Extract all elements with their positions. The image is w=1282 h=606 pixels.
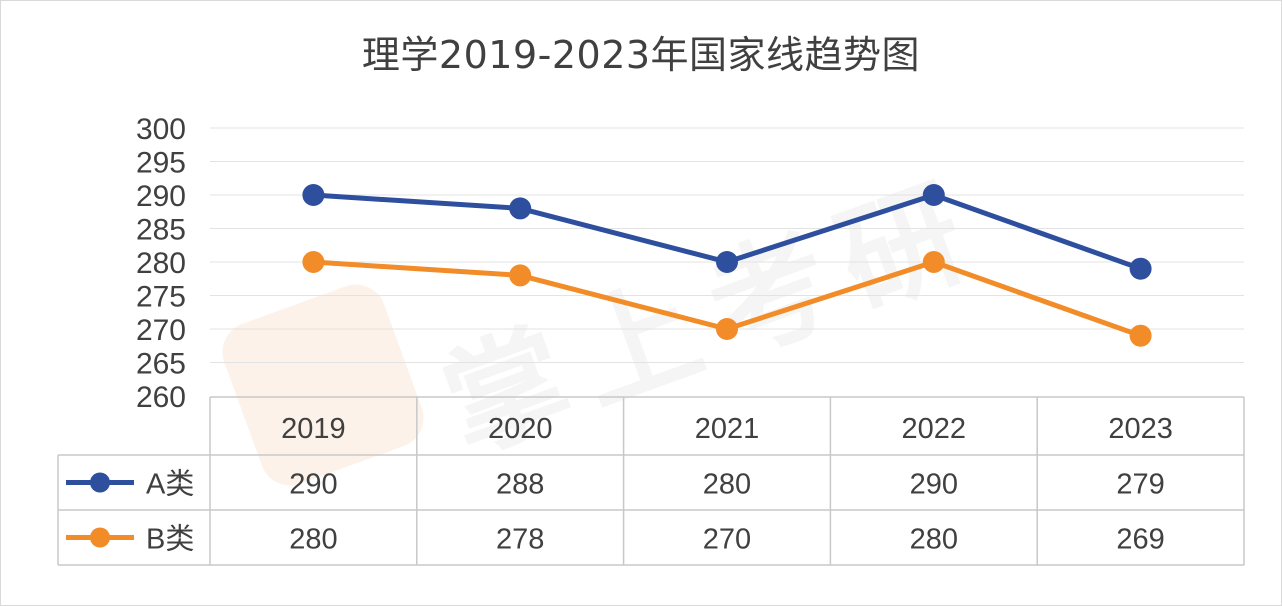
legend-label: A类 [146,468,194,501]
data-point [509,197,532,220]
data-table: 2019 2020 2021 2022 2023 A类 290 288 280 290 279 B类 2… [57,396,1245,566]
y-tick-label: 290 [136,180,186,213]
y-tick-label: 270 [136,314,186,347]
data-table-value: 280 [910,524,958,556]
legend-label: B类 [146,523,194,556]
data-table-value: 279 [1116,469,1164,501]
x-tick-label: 2019 [281,413,346,445]
data-table-value: 269 [1116,524,1164,556]
data-point [509,264,532,287]
chart-title: 理学2019-2023年国家线趋势图 [361,33,921,77]
data-table-value: 290 [910,469,958,501]
x-tick-label: 2020 [488,413,553,445]
data-table-value: 280 [703,469,751,501]
y-tick-label: 265 [136,348,186,381]
data-point [922,184,945,206]
y-tick-label: 275 [136,281,186,314]
data-table-value: 290 [289,469,337,501]
x-tick-label: 2021 [695,413,760,445]
x-tick-label: 2022 [902,413,967,445]
data-point [1129,324,1152,347]
y-tick-label: 280 [136,247,186,280]
series-lines [302,184,1152,347]
data-table-value: 288 [496,469,544,501]
data-point [716,251,738,273]
gridlines [210,127,1244,363]
data-point [302,184,325,206]
legend-marker [90,527,110,548]
y-tick-label: 295 [136,147,186,180]
y-tick-label: 260 [136,381,186,414]
legend-marker [90,472,110,493]
data-table-value: 280 [289,524,337,556]
y-tick-label: 285 [136,214,186,247]
data-point [302,251,325,273]
data-table-value: 270 [703,524,751,556]
data-table-value: 278 [496,524,544,556]
y-tick-label: 300 [136,113,186,146]
data-point [922,251,945,273]
data-point [716,318,738,340]
x-tick-label: 2023 [1108,413,1173,445]
data-point [1129,257,1152,280]
